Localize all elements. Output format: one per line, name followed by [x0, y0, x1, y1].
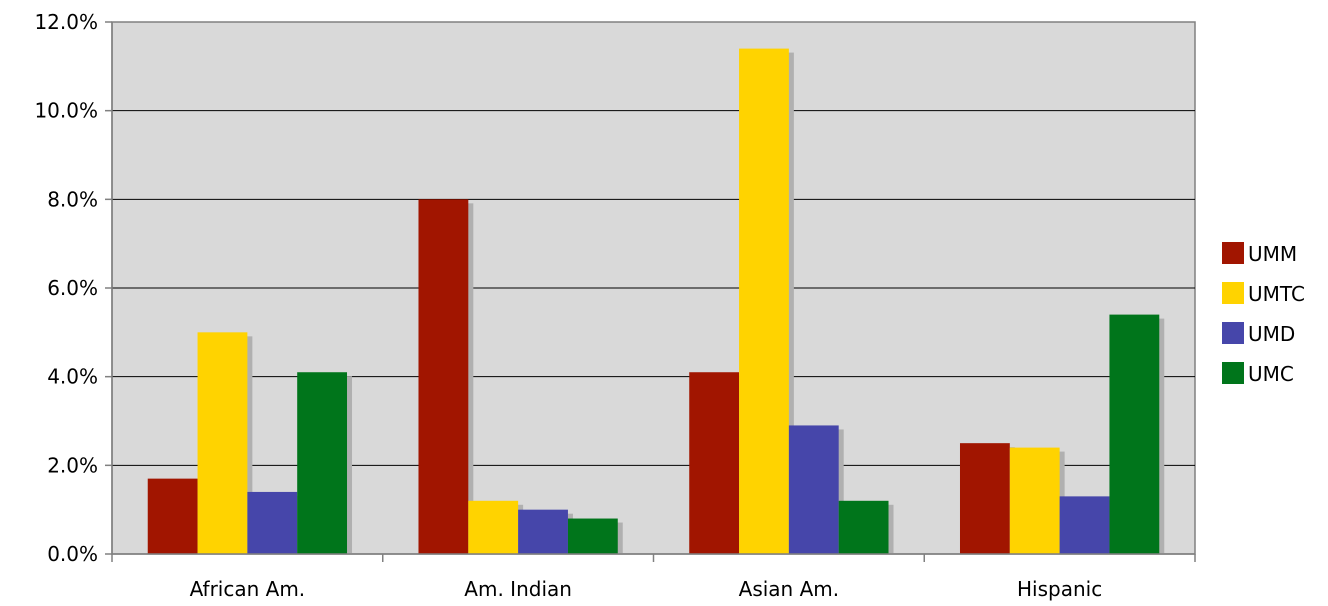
bar-umd-1 — [518, 509, 568, 554]
legend: UMM UMTC UMD UMC — [1222, 242, 1305, 386]
y-tick-label: 6.0% — [47, 276, 98, 300]
bar-umm-3 — [959, 443, 1010, 554]
legend-swatch-umm — [1222, 242, 1244, 264]
bar-umtc-2 — [739, 48, 789, 554]
y-axis-tick-labels: 0.0% 2.0% 4.0% 6.0% 8.0% 10.0% 12.0% — [34, 10, 98, 566]
y-tick-label: 10.0% — [34, 99, 98, 123]
y-tick-label: 2.0% — [47, 453, 98, 477]
legend-label-umd: UMD — [1248, 322, 1295, 346]
y-tick-label: 8.0% — [47, 187, 98, 211]
x-tick-label: Hispanic — [1017, 577, 1102, 601]
legend-swatch-umc — [1222, 362, 1244, 384]
legend-label-umc: UMC — [1248, 362, 1294, 386]
bar-umc-0 — [297, 372, 348, 554]
y-tick-label: 0.0% — [47, 542, 98, 566]
bar-umd-0 — [247, 491, 298, 554]
bar-umc-3 — [1109, 314, 1160, 554]
legend-swatch-umd — [1222, 322, 1244, 344]
bar-umc-1 — [567, 518, 618, 554]
bar-umtc-1 — [468, 500, 519, 554]
legend-swatch-umtc — [1222, 282, 1244, 304]
bar-umm-0 — [147, 478, 198, 554]
bar-umtc-3 — [1009, 447, 1060, 554]
x-tick-label: Asian Am. — [739, 577, 839, 601]
legend-label-umm: UMM — [1248, 242, 1297, 266]
legend-label-umtc: UMTC — [1248, 282, 1305, 306]
y-tick-label: 12.0% — [34, 10, 98, 34]
bars — [147, 48, 1165, 555]
x-tick-label: African Am. — [190, 577, 306, 601]
bar-umm-2 — [689, 372, 740, 554]
bar-umtc-0 — [197, 332, 248, 554]
bar-umm-1 — [418, 199, 469, 555]
x-axis-tick-labels: African Am. Am. Indian Asian Am. Hispanic — [190, 577, 1103, 601]
bar-umd-2 — [788, 425, 839, 554]
y-tick-label: 4.0% — [47, 365, 98, 389]
bar-umc-2 — [838, 500, 889, 554]
x-tick-label: Am. Indian — [464, 577, 572, 601]
axes — [105, 21, 1196, 562]
bar-umd-3 — [1059, 496, 1110, 554]
